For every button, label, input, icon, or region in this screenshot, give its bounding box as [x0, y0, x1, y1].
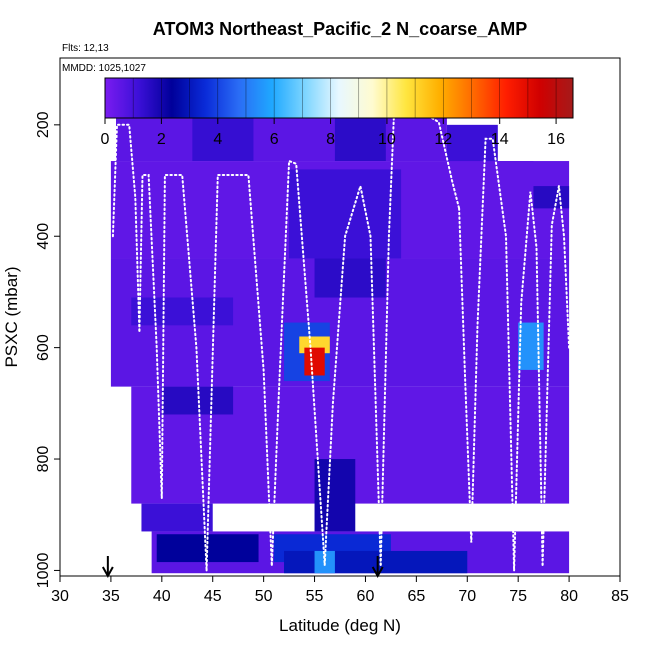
heatmap-cells: [110, 105, 570, 574]
flight-track: [541, 185, 571, 566]
arrow-head: [371, 566, 384, 579]
x-axis: 30 35 40 45 50 55 60 65 70 75 80 85: [51, 575, 629, 605]
colorbar-tick-label: 12: [434, 131, 452, 148]
colorbar-tick-label: 16: [547, 131, 565, 148]
x-tick-label: 75: [509, 588, 527, 605]
latitude-arrows: [101, 556, 384, 579]
x-tick-label: 30: [51, 588, 69, 605]
colorbar: [104, 77, 574, 119]
colorbar-tick-label: 0: [101, 131, 110, 148]
x-tick-label: 85: [611, 588, 629, 605]
heatmap-cell: [131, 297, 234, 326]
colorbar-ticks: 0 2 4 6 8 10 12 14 16: [101, 78, 565, 148]
colorbar-tick-label: 2: [157, 131, 166, 148]
heatmap-cell: [518, 322, 544, 370]
y-tick-label: 200: [35, 111, 52, 138]
y-tick-label: 800: [35, 446, 52, 473]
y-tick-label: 1000: [35, 553, 52, 589]
flight-track: [323, 185, 382, 566]
heatmap-cell: [304, 347, 325, 376]
x-tick-label: 70: [458, 588, 476, 605]
x-tick-label: 40: [153, 588, 171, 605]
arrow-head: [101, 566, 114, 579]
flight-track: [270, 159, 326, 566]
flight-tracks: [111, 112, 571, 572]
x-tick-label: 35: [102, 588, 120, 605]
colorbar-tick-label: 4: [213, 131, 222, 148]
heatmap-cell: [141, 503, 213, 532]
x-tick-label: 80: [560, 588, 578, 605]
y-axis: 200 400 600 800 1000: [35, 111, 61, 589]
heatmap-cell: [161, 386, 234, 415]
heatmap-cell: [289, 169, 402, 259]
x-tick-label: 60: [357, 588, 375, 605]
heatmap-cell: [533, 186, 570, 209]
heatmap-cell: [314, 459, 356, 532]
colorbar-tick-label: 6: [270, 131, 279, 148]
x-axis-label: Latitude (deg N): [279, 616, 401, 635]
y-tick-label: 600: [35, 334, 52, 361]
flight-track: [458, 137, 516, 572]
dates-label: MMDD: 1025,1027: [62, 63, 146, 74]
flight-track: [513, 191, 544, 572]
colorbar-tick-label: 8: [326, 131, 335, 148]
x-tick-label: 50: [255, 588, 273, 605]
x-tick-label: 45: [204, 588, 222, 605]
heatmap-cell: [314, 258, 386, 298]
chart-title: ATOM3 Northeast_Pacific_2 N_coarse_AMP: [153, 19, 527, 39]
flight-track: [160, 174, 208, 572]
y-axis-label: PSXC (mbar): [2, 266, 21, 367]
flight-track: [138, 174, 163, 499]
heatmap-cell: [284, 550, 468, 574]
x-tick-label: 55: [306, 588, 324, 605]
x-tick-label: 65: [407, 588, 425, 605]
flight-track: [111, 123, 141, 332]
colorbar-tick-label: 10: [378, 131, 396, 148]
y-tick-label: 400: [35, 223, 52, 250]
flights-label: Flts: 12,13: [62, 43, 109, 54]
colorbar-tick-label: 14: [491, 131, 509, 148]
